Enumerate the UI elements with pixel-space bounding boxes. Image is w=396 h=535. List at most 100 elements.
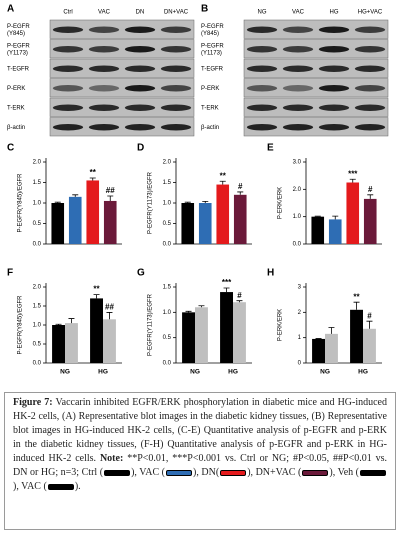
blot-strip (243, 39, 389, 59)
blot-strip (243, 97, 389, 117)
y-tick-label: 1.5 (33, 180, 42, 186)
key-label: ), DN+VAC ( (247, 467, 302, 478)
blot-band (52, 124, 84, 131)
y-tick-label: 0.0 (293, 242, 302, 248)
bar (195, 307, 208, 363)
significance: ** (353, 292, 360, 301)
blot-band (52, 85, 84, 92)
significance: ** (93, 285, 100, 294)
significance: ## (105, 303, 114, 312)
blot-band (282, 124, 314, 131)
blot-band (124, 85, 156, 92)
blot-band (124, 46, 156, 53)
blot-band (88, 65, 120, 72)
blot-band (282, 26, 314, 33)
blot-band (246, 104, 278, 111)
key-swatch (166, 469, 193, 476)
row-label: T-EGFR (7, 66, 30, 72)
bar (233, 194, 247, 244)
significance: ## (106, 186, 115, 195)
bar (51, 203, 65, 244)
blot-band (52, 26, 84, 33)
lane-label: VAC (292, 10, 305, 16)
note-label: Note: (99, 453, 124, 464)
y-tick-label: 2.0 (33, 285, 42, 291)
panel-letter: A (7, 4, 14, 15)
y-tick-label: 1 (298, 335, 302, 341)
blot-band (354, 85, 386, 92)
note-text: **P<0.01, ***P<0.001 vs. Ctrl or NG; #P<… (13, 453, 388, 478)
key-end: ). (74, 481, 81, 492)
blot-band (160, 65, 192, 72)
blot-band (246, 46, 278, 53)
row-label: (Y845) (7, 31, 25, 37)
significance: # (237, 291, 242, 300)
row-label: β-actin (201, 125, 219, 131)
row-label: P-ERK (201, 86, 219, 92)
y-tick-label: 2.0 (33, 160, 42, 166)
error-bar (185, 310, 192, 313)
blot-band (160, 104, 192, 111)
error-bar (367, 194, 374, 199)
y-tick-label: 1.0 (163, 310, 172, 316)
significance: # (367, 311, 372, 320)
blot-strip (243, 78, 389, 98)
blot-band (52, 65, 84, 72)
panel-letter: C (7, 143, 14, 154)
y-tick-label: 0.5 (163, 335, 172, 341)
blot-strip (243, 19, 389, 39)
key-label: Ctrl ( (81, 467, 104, 478)
x-tick-label: HG (228, 369, 238, 376)
blot-band (52, 46, 84, 53)
y-axis-label: P-EGFR(Y1173)/EGFR (148, 171, 154, 234)
error-bar (68, 318, 75, 324)
y-tick-label: 0 (298, 361, 302, 367)
blot-strip (49, 97, 195, 117)
blot-band (124, 104, 156, 111)
panel-letter: D (137, 143, 144, 154)
key-swatch (302, 469, 329, 476)
blot-band (160, 124, 192, 131)
x-tick-label: NG (190, 369, 200, 376)
blot-band (160, 26, 192, 33)
bar (312, 338, 325, 363)
blot-band (160, 46, 192, 53)
blot-band (282, 65, 314, 72)
row-label: (Y1173) (7, 50, 28, 56)
blot-band (246, 124, 278, 131)
y-axis-label: P-EGFR(Y845)/EGFR (18, 173, 24, 233)
y-tick-label: 0.0 (33, 242, 42, 248)
row-label: P-EGFR (201, 43, 224, 49)
blot-strip (49, 117, 195, 137)
y-tick-label: 2.0 (163, 160, 172, 166)
y-tick-label: 2 (298, 310, 302, 316)
y-tick-label: 1.5 (163, 285, 172, 291)
significance: ** (220, 171, 227, 180)
y-axis-label: P-ERK/ERK (278, 309, 284, 341)
y-tick-label: 0.0 (163, 361, 172, 367)
bar (311, 216, 325, 244)
lane-label: HG (330, 10, 339, 16)
lane-label: DN (136, 10, 145, 16)
y-tick-label: 0.5 (33, 221, 42, 227)
bar (182, 312, 195, 363)
significance: # (368, 185, 373, 194)
y-tick-label: 0.0 (33, 361, 42, 367)
blot-band (124, 124, 156, 131)
error-bar (236, 300, 243, 303)
blot-band (354, 65, 386, 72)
blot-strip (49, 19, 195, 39)
blot-strip (49, 39, 195, 59)
error-bar (353, 301, 360, 310)
error-bar (72, 194, 79, 197)
y-tick-label: 1.0 (293, 214, 302, 220)
blot-band (318, 124, 350, 131)
y-tick-label: 1.0 (33, 201, 42, 207)
y-axis-label: P-EGFR(Y1173)/EGFR (148, 293, 154, 356)
key-label: ), DN( (193, 467, 220, 478)
error-bar (315, 338, 322, 339)
blot-band (318, 85, 350, 92)
error-bar (55, 323, 62, 325)
blot-band (246, 85, 278, 92)
bar (325, 333, 338, 363)
